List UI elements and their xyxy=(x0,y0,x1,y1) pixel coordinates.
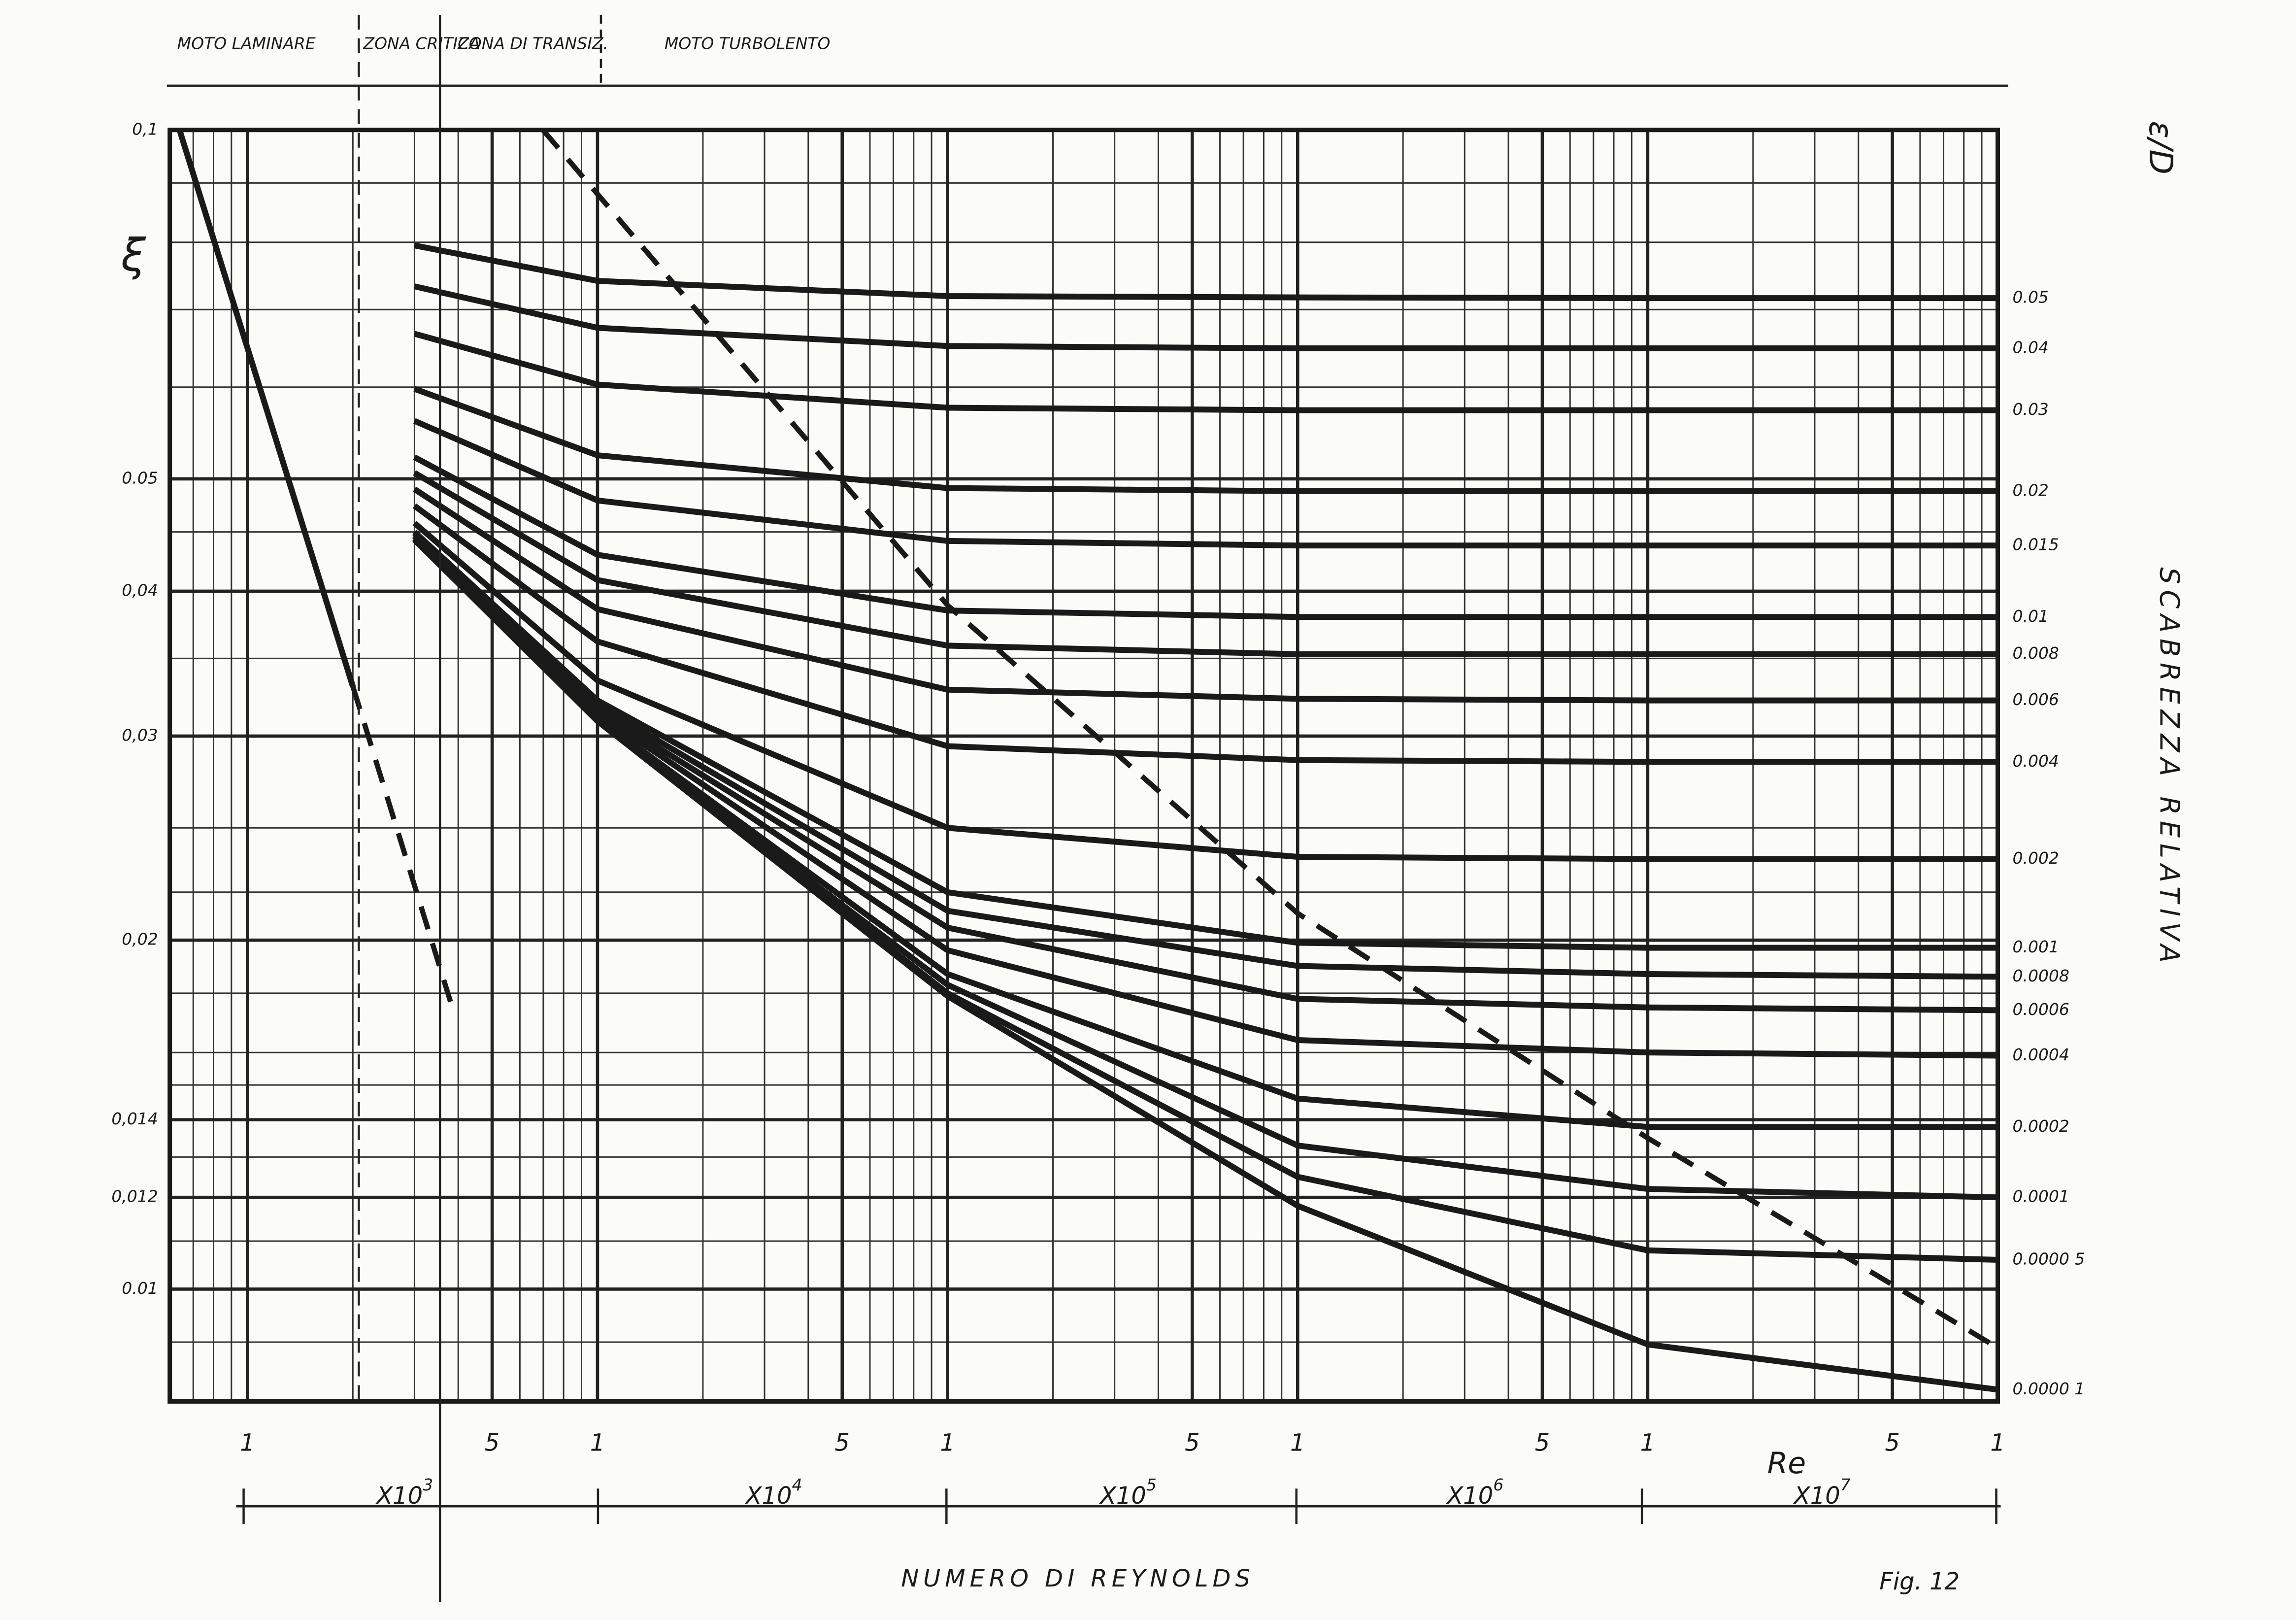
multiplier-base: X10 xyxy=(1098,1482,1146,1510)
x-tick-label: 1 xyxy=(940,1429,955,1456)
x-tick-label: 1 xyxy=(240,1429,255,1456)
series-label: 0.0006 xyxy=(2012,1000,2069,1019)
curve xyxy=(413,486,1998,704)
plot-frame xyxy=(167,128,2000,1404)
y-tick-label: 0,1 xyxy=(132,119,158,138)
x-tick-label: 5 xyxy=(1535,1429,1550,1456)
curve xyxy=(413,331,1998,413)
x-tick-label: 1 xyxy=(1290,1429,1305,1456)
curve xyxy=(414,283,1998,352)
x-tick-label: 1 xyxy=(1640,1429,1656,1456)
y-tick-label: 0,02 xyxy=(122,930,158,949)
series-label: 0.008 xyxy=(2012,643,2059,663)
multiplier-base: X10 xyxy=(744,1482,792,1510)
curve xyxy=(412,530,1998,951)
multiplier-exp: 5 xyxy=(1146,1475,1157,1494)
y-tick-label: 0,03 xyxy=(122,725,158,744)
y-tick-label: 0.05 xyxy=(122,468,158,487)
curve xyxy=(413,470,1998,657)
series-label: 0.0000 1 xyxy=(2012,1379,2085,1398)
x-multiplier: X103 xyxy=(375,1475,433,1510)
x-tick-label: 5 xyxy=(1185,1429,1200,1456)
multiplier-exp: 6 xyxy=(1493,1475,1503,1494)
labels: 1 5 1 5 1 5 1 5 1 5 1 0,1 0.05 0,04 0,03 0,02 0,014 0,012… xyxy=(111,119,2085,1524)
multiplier-base: X10 xyxy=(1445,1482,1493,1510)
x-multiplier: X105 xyxy=(1098,1475,1157,1510)
curve xyxy=(412,521,1998,862)
y-tick-label: 0,012 xyxy=(111,1187,158,1206)
curve xyxy=(414,242,1998,302)
zone-label: MOTO TURBOLENTO xyxy=(665,34,831,53)
series-label: 0.015 xyxy=(2012,535,2059,554)
y-tick-label: 0,04 xyxy=(122,580,158,600)
curve xyxy=(176,129,356,688)
series-label: 0.0004 xyxy=(2012,1045,2069,1064)
y-tick-label: 0.01 xyxy=(122,1279,158,1298)
series-label: 0.05 xyxy=(2012,288,2048,307)
multiplier-base: X10 xyxy=(1793,1482,1840,1510)
curve xyxy=(413,386,1998,494)
series-label: 0.006 xyxy=(2012,690,2059,709)
y-axis-label: ξ xyxy=(121,230,146,281)
zone-label: ZONA DI TRANSIZ. xyxy=(457,34,608,53)
y-tick-label: 0,014 xyxy=(111,1109,158,1128)
x-tick-label: 5 xyxy=(485,1429,500,1456)
curve xyxy=(413,454,1998,620)
x-tick-label: 1 xyxy=(1990,1429,2005,1456)
series-label: 0.0008 xyxy=(2012,966,2069,985)
series-label: 0.002 xyxy=(2012,848,2059,868)
zone-label: MOTO LAMINARE xyxy=(177,34,316,53)
curve xyxy=(412,531,1998,980)
x-tick-label: 1 xyxy=(590,1429,605,1456)
series-label: 0.03 xyxy=(2012,400,2048,419)
x-tick-label: 5 xyxy=(834,1429,850,1456)
series-label: 0.0001 xyxy=(2012,1187,2069,1206)
series-label: 0.01 xyxy=(2012,607,2048,626)
x-tick-label: 5 xyxy=(1885,1429,1900,1456)
curve xyxy=(412,503,1998,765)
multiplier-exp: 3 xyxy=(423,1475,433,1494)
curves xyxy=(176,128,1999,1393)
curve xyxy=(350,685,453,1003)
x-multiplier: X106 xyxy=(1445,1475,1503,1510)
series-label: 0.0002 xyxy=(2012,1116,2069,1136)
curve xyxy=(413,418,1998,549)
series-label: 0.004 xyxy=(2012,751,2059,771)
multiplier-exp: 4 xyxy=(792,1475,802,1494)
curve xyxy=(412,538,1998,1393)
figure-label: Fig. 12 xyxy=(1879,1568,1960,1595)
x-axis-label: NUMERO DI REYNOLDS xyxy=(901,1565,1255,1592)
curve xyxy=(541,128,1999,1350)
y2-axis-label: SCABREZZA RELATIVA xyxy=(2154,567,2185,969)
x-multiplier: X107 xyxy=(1793,1475,1851,1510)
series-label: 0.001 xyxy=(2012,937,2059,956)
curve xyxy=(412,534,1998,1059)
series-label: 0.02 xyxy=(2012,480,2048,500)
series-label: 0.04 xyxy=(2012,338,2048,357)
x-multiplier: X104 xyxy=(744,1475,802,1510)
zone-label: ZONA CRITICA xyxy=(363,34,480,53)
multiplier-base: X10 xyxy=(375,1482,423,1510)
y2-axis-symbol: ε/D xyxy=(2142,121,2180,174)
multiplier-exp: 7 xyxy=(1840,1475,1851,1494)
series-label: 0.0000 5 xyxy=(2012,1249,2085,1268)
x-axis-symbol: Re xyxy=(1767,1446,1806,1481)
